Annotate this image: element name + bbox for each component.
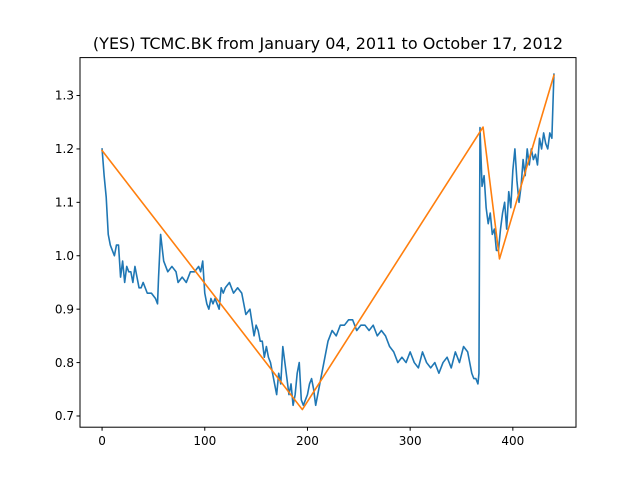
x-tick-label: 100 (193, 434, 216, 448)
y-tick-label: 0.8 (55, 356, 74, 370)
x-tick-label: 400 (501, 434, 524, 448)
plot-series (100, 73, 555, 411)
price-series-line (101, 73, 555, 407)
y-tick-label: 0.7 (55, 409, 74, 423)
x-tick-label: 300 (399, 434, 422, 448)
x-tick-label: 0 (98, 434, 106, 448)
y-tick-label: 0.9 (55, 302, 74, 316)
y-tick-label: 1.3 (55, 89, 74, 103)
x-tick-label: 200 (296, 434, 319, 448)
y-tick-label: 1.1 (55, 196, 74, 210)
y-tick-label: 1.2 (55, 142, 74, 156)
chart-title: (YES) TCMC.BK from January 04, 2011 to O… (93, 34, 563, 53)
plot-frame (79, 57, 577, 428)
y-tick-label: 1.0 (55, 249, 74, 263)
trend-series-line (100, 74, 555, 411)
x-axis: 0 100 200 300 400 (98, 427, 524, 448)
y-axis: 0.7 0.8 0.9 1.0 1.1 1.2 1.3 (55, 89, 80, 423)
